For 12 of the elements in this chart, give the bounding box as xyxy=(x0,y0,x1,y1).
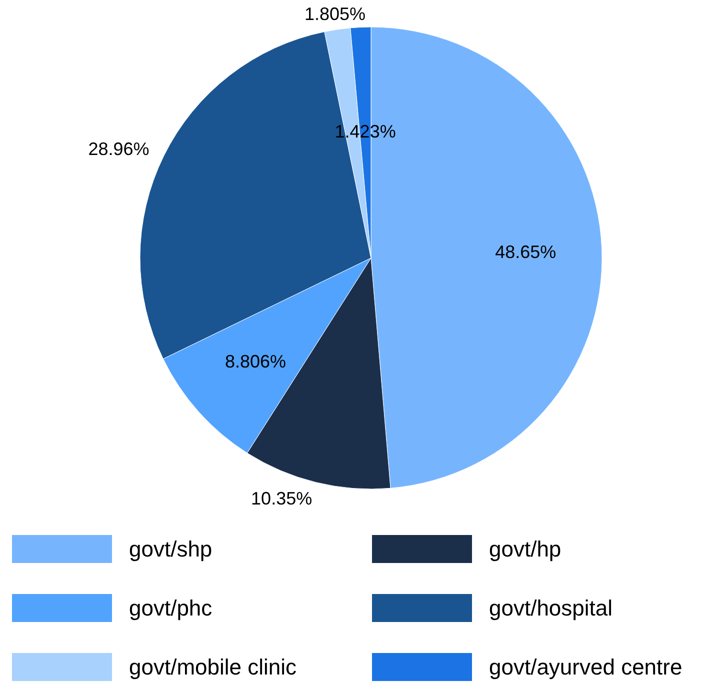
legend-label: govt/phc xyxy=(129,596,212,621)
legend-label: govt/hp xyxy=(489,536,562,562)
data-label: 1.805% xyxy=(304,4,366,24)
data-label: 1.423% xyxy=(334,121,396,142)
data-label: 48.65% xyxy=(495,242,556,262)
legend-label: govt/mobile clinic xyxy=(129,654,297,680)
data-label: 8.806% xyxy=(224,351,286,372)
data-label: 28.96% xyxy=(88,138,150,159)
legend-label: govt/hospital xyxy=(489,596,613,621)
legend-label: govt/shp xyxy=(129,536,212,562)
legend-label: govt/ayurved centre xyxy=(489,654,682,680)
data-label: 10.35% xyxy=(251,488,312,508)
